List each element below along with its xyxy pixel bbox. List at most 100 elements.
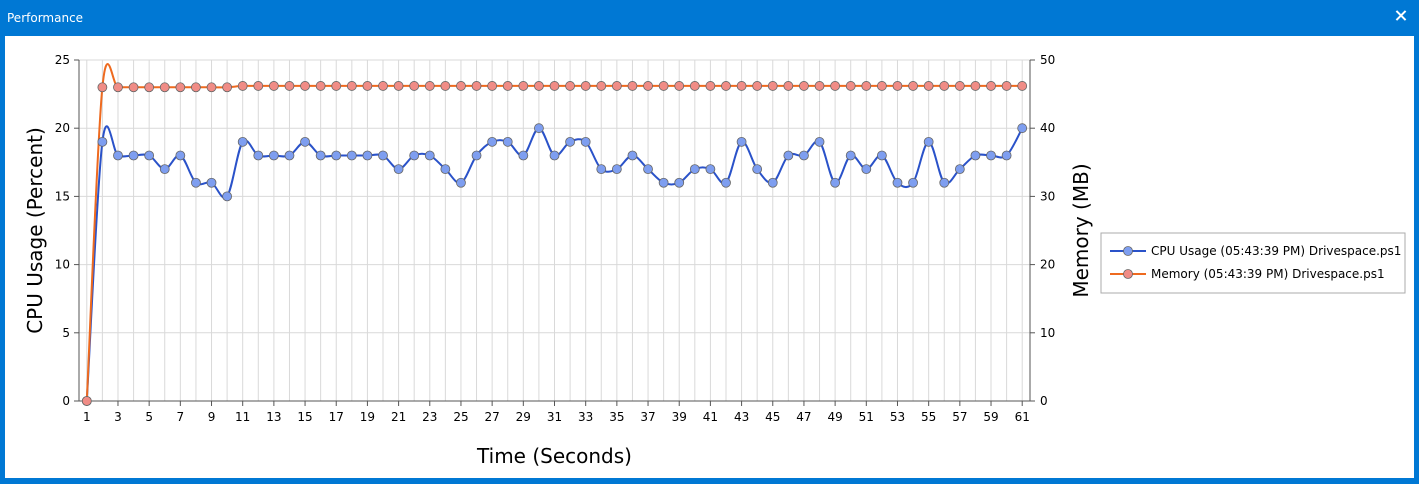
- cpu-data-point: [627, 150, 638, 161]
- y2-tick-label: 40: [1040, 121, 1055, 135]
- x-tick-label: 39: [672, 410, 687, 424]
- memory-data-point: [986, 81, 996, 91]
- memory-data-point: [128, 82, 139, 93]
- cpu-data-point: [409, 150, 420, 161]
- memory-data-point: [144, 82, 155, 93]
- memory-data-point: [362, 81, 373, 91]
- x-tick-label: 61: [1015, 410, 1030, 424]
- memory-data-point: [346, 81, 357, 91]
- cpu-data-point: [268, 150, 279, 161]
- memory-data-point: [487, 81, 498, 91]
- cpu-data-point: [736, 136, 747, 147]
- memory-data-point: [159, 82, 170, 93]
- cpu-data-point: [705, 164, 716, 175]
- cpu-data-point: [362, 150, 373, 161]
- memory-data-point: [767, 81, 778, 91]
- legend-box: [1100, 232, 1406, 294]
- memory-data-point: [81, 396, 92, 406]
- cpu-data-point: [237, 136, 248, 147]
- x-tick-label: 31: [547, 410, 562, 424]
- x-axis-title: Time (Seconds): [476, 444, 632, 468]
- memory-data-point: [908, 81, 918, 91]
- memory-data-point: [113, 82, 123, 93]
- memory-data-point: [736, 81, 747, 91]
- memory-data-point: [424, 81, 435, 91]
- cpu-data-point: [939, 177, 950, 188]
- cpu-data-point: [565, 136, 575, 147]
- cpu-data-point: [534, 123, 544, 134]
- y2-tick-label: 30: [1040, 189, 1055, 203]
- x-tick-label: 15: [297, 410, 312, 424]
- cpu-data-point: [783, 150, 794, 161]
- x-tick-label: 13: [266, 410, 281, 424]
- x-tick-label: 53: [890, 410, 905, 424]
- cpu-data-point: [908, 177, 918, 188]
- x-tick-label: 29: [516, 410, 531, 424]
- cpu-data-point: [986, 150, 996, 161]
- cpu-data-point: [830, 177, 841, 188]
- cpu-data-point: [378, 150, 388, 161]
- memory-data-point: [97, 82, 108, 93]
- y2-tick-label: 10: [1040, 326, 1055, 340]
- memory-data-point: [627, 81, 638, 91]
- memory-data-point: [409, 81, 420, 91]
- memory-data-point: [830, 81, 841, 91]
- chart-panel: 0 5 10 15 20 25 0 10 20 30 40 50 1 3 5 7 9 11 13 15 17 19 21 23…: [5, 36, 1414, 478]
- memory-data-point: [393, 81, 404, 91]
- cpu-data-point: [861, 164, 872, 175]
- cpu-data-point: [721, 177, 731, 188]
- cpu-data-point: [689, 164, 700, 175]
- memory-data-point: [845, 81, 856, 91]
- memory-data-point: [253, 81, 264, 91]
- memory-data-point: [456, 81, 466, 91]
- memory-data-point: [643, 81, 653, 91]
- memory-data-point: [378, 81, 388, 91]
- cpu-data-point: [144, 150, 155, 161]
- memory-data-point: [471, 81, 482, 91]
- memory-data-point: [518, 81, 529, 91]
- x-tick-label: 49: [827, 410, 842, 424]
- memory-data-point: [222, 82, 233, 93]
- cpu-data-point: [222, 191, 233, 202]
- cpu-data-point: [440, 164, 451, 175]
- x-tick-label: 9: [208, 410, 216, 424]
- memory-data-point: [674, 81, 685, 91]
- memory-data-point: [939, 81, 950, 91]
- memory-data-point: [596, 81, 607, 91]
- cpu-data-point: [767, 177, 778, 188]
- memory-data-point: [752, 81, 763, 91]
- memory-data-point: [580, 81, 591, 91]
- legend-swatch-marker: [1123, 269, 1133, 279]
- cpu-data-point: [502, 136, 513, 147]
- y-tick-label: 10: [55, 258, 70, 272]
- legend-swatch-marker: [1123, 246, 1133, 256]
- memory-data-point: [315, 81, 326, 91]
- memory-data-point: [1001, 81, 1012, 91]
- cpu-data-point: [128, 150, 139, 161]
- x-tick-label: 37: [640, 410, 655, 424]
- y2-tick-label: 20: [1040, 258, 1055, 272]
- cpu-data-point: [970, 150, 981, 161]
- memory-data-point: [658, 81, 669, 91]
- x-tick-label: 55: [921, 410, 936, 424]
- legend-label: Memory (05:43:39 PM) Drivespace.ps1: [1151, 267, 1385, 281]
- cpu-data-point: [175, 150, 186, 161]
- cpu-data-point: [643, 164, 653, 175]
- x-tick-label: 7: [177, 410, 185, 424]
- y2-tick-label: 50: [1040, 53, 1055, 67]
- x-tick-label: 33: [578, 410, 593, 424]
- cpu-data-point: [580, 136, 591, 147]
- cpu-data-point: [814, 136, 825, 147]
- x-tick-label: 19: [360, 410, 375, 424]
- cpu-data-point: [752, 164, 763, 175]
- cpu-data-point: [331, 150, 342, 161]
- x-tick-label: 27: [484, 410, 499, 424]
- memory-data-point: [440, 81, 451, 91]
- cpu-data-point: [799, 150, 809, 161]
- memory-data-point: [861, 81, 872, 91]
- memory-data-point: [175, 82, 186, 93]
- x-tick-label: 35: [609, 410, 624, 424]
- cpu-data-point: [456, 177, 466, 188]
- close-icon[interactable]: [1393, 8, 1409, 24]
